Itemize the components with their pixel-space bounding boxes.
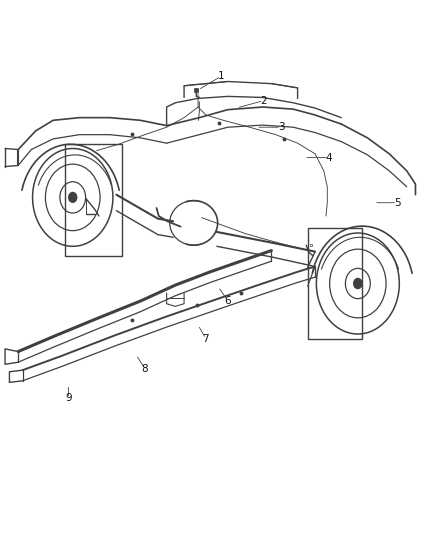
- Circle shape: [69, 192, 77, 203]
- Text: 7: 7: [203, 334, 209, 344]
- Text: 1: 1: [218, 71, 225, 81]
- Text: 2: 2: [260, 95, 267, 106]
- Text: 5: 5: [394, 198, 400, 208]
- Text: 4: 4: [326, 152, 332, 163]
- Circle shape: [354, 278, 362, 288]
- Text: 6: 6: [224, 295, 231, 305]
- Text: 9: 9: [65, 393, 72, 403]
- Text: 8: 8: [141, 364, 148, 374]
- Text: 3: 3: [278, 122, 284, 132]
- Bar: [307, 228, 362, 340]
- Bar: [65, 144, 122, 256]
